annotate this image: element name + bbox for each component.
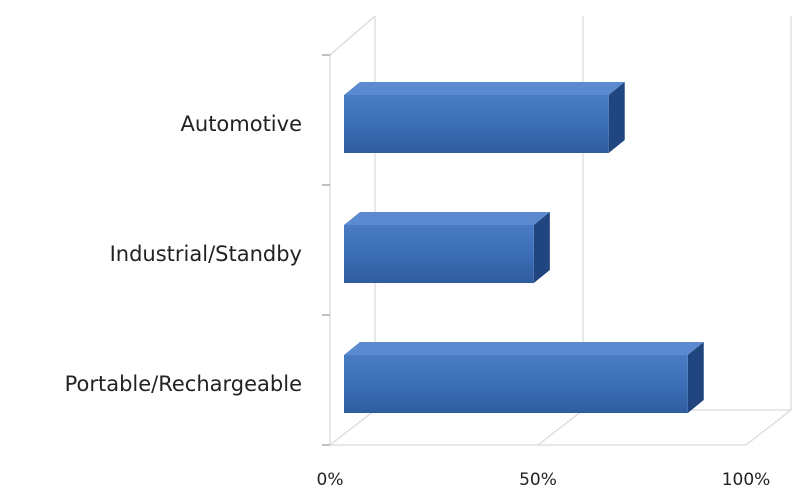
category-label: Portable/Rechargeable: [65, 372, 302, 396]
bar-side-face: [687, 342, 704, 413]
bar-side-face: [533, 212, 550, 283]
gridline-floor-2: [745, 409, 792, 446]
bar-industrial-standby: [344, 212, 550, 283]
category-label: Industrial/Standby: [110, 242, 302, 266]
gridline-floor-1: [537, 409, 584, 446]
bar-side-face: [608, 82, 625, 153]
bar-top-face: [344, 212, 550, 225]
bar-front-face: [344, 225, 534, 283]
tick-label-1: 50%: [519, 470, 557, 490]
gridline-floor-0: [329, 409, 376, 446]
tick-label-0: 0%: [317, 470, 344, 490]
bar-portable-rechargeable: [344, 342, 704, 413]
bar-top-face: [344, 342, 704, 355]
category-axis: [322, 54, 330, 446]
value-axis-tick-labels: 0% 50% 100%: [317, 470, 771, 490]
category-labels: Automotive Industrial/Standby Portable/Rec…: [65, 112, 302, 396]
bar-top-face: [344, 82, 625, 95]
left-wall-top-edge: [329, 15, 376, 56]
bar-automotive: [344, 82, 625, 153]
bar-series: [344, 82, 704, 413]
tick-label-2: 100%: [722, 470, 771, 490]
category-label: Automotive: [181, 112, 302, 136]
bar-front-face: [344, 95, 609, 153]
bar-front-face: [344, 355, 688, 413]
